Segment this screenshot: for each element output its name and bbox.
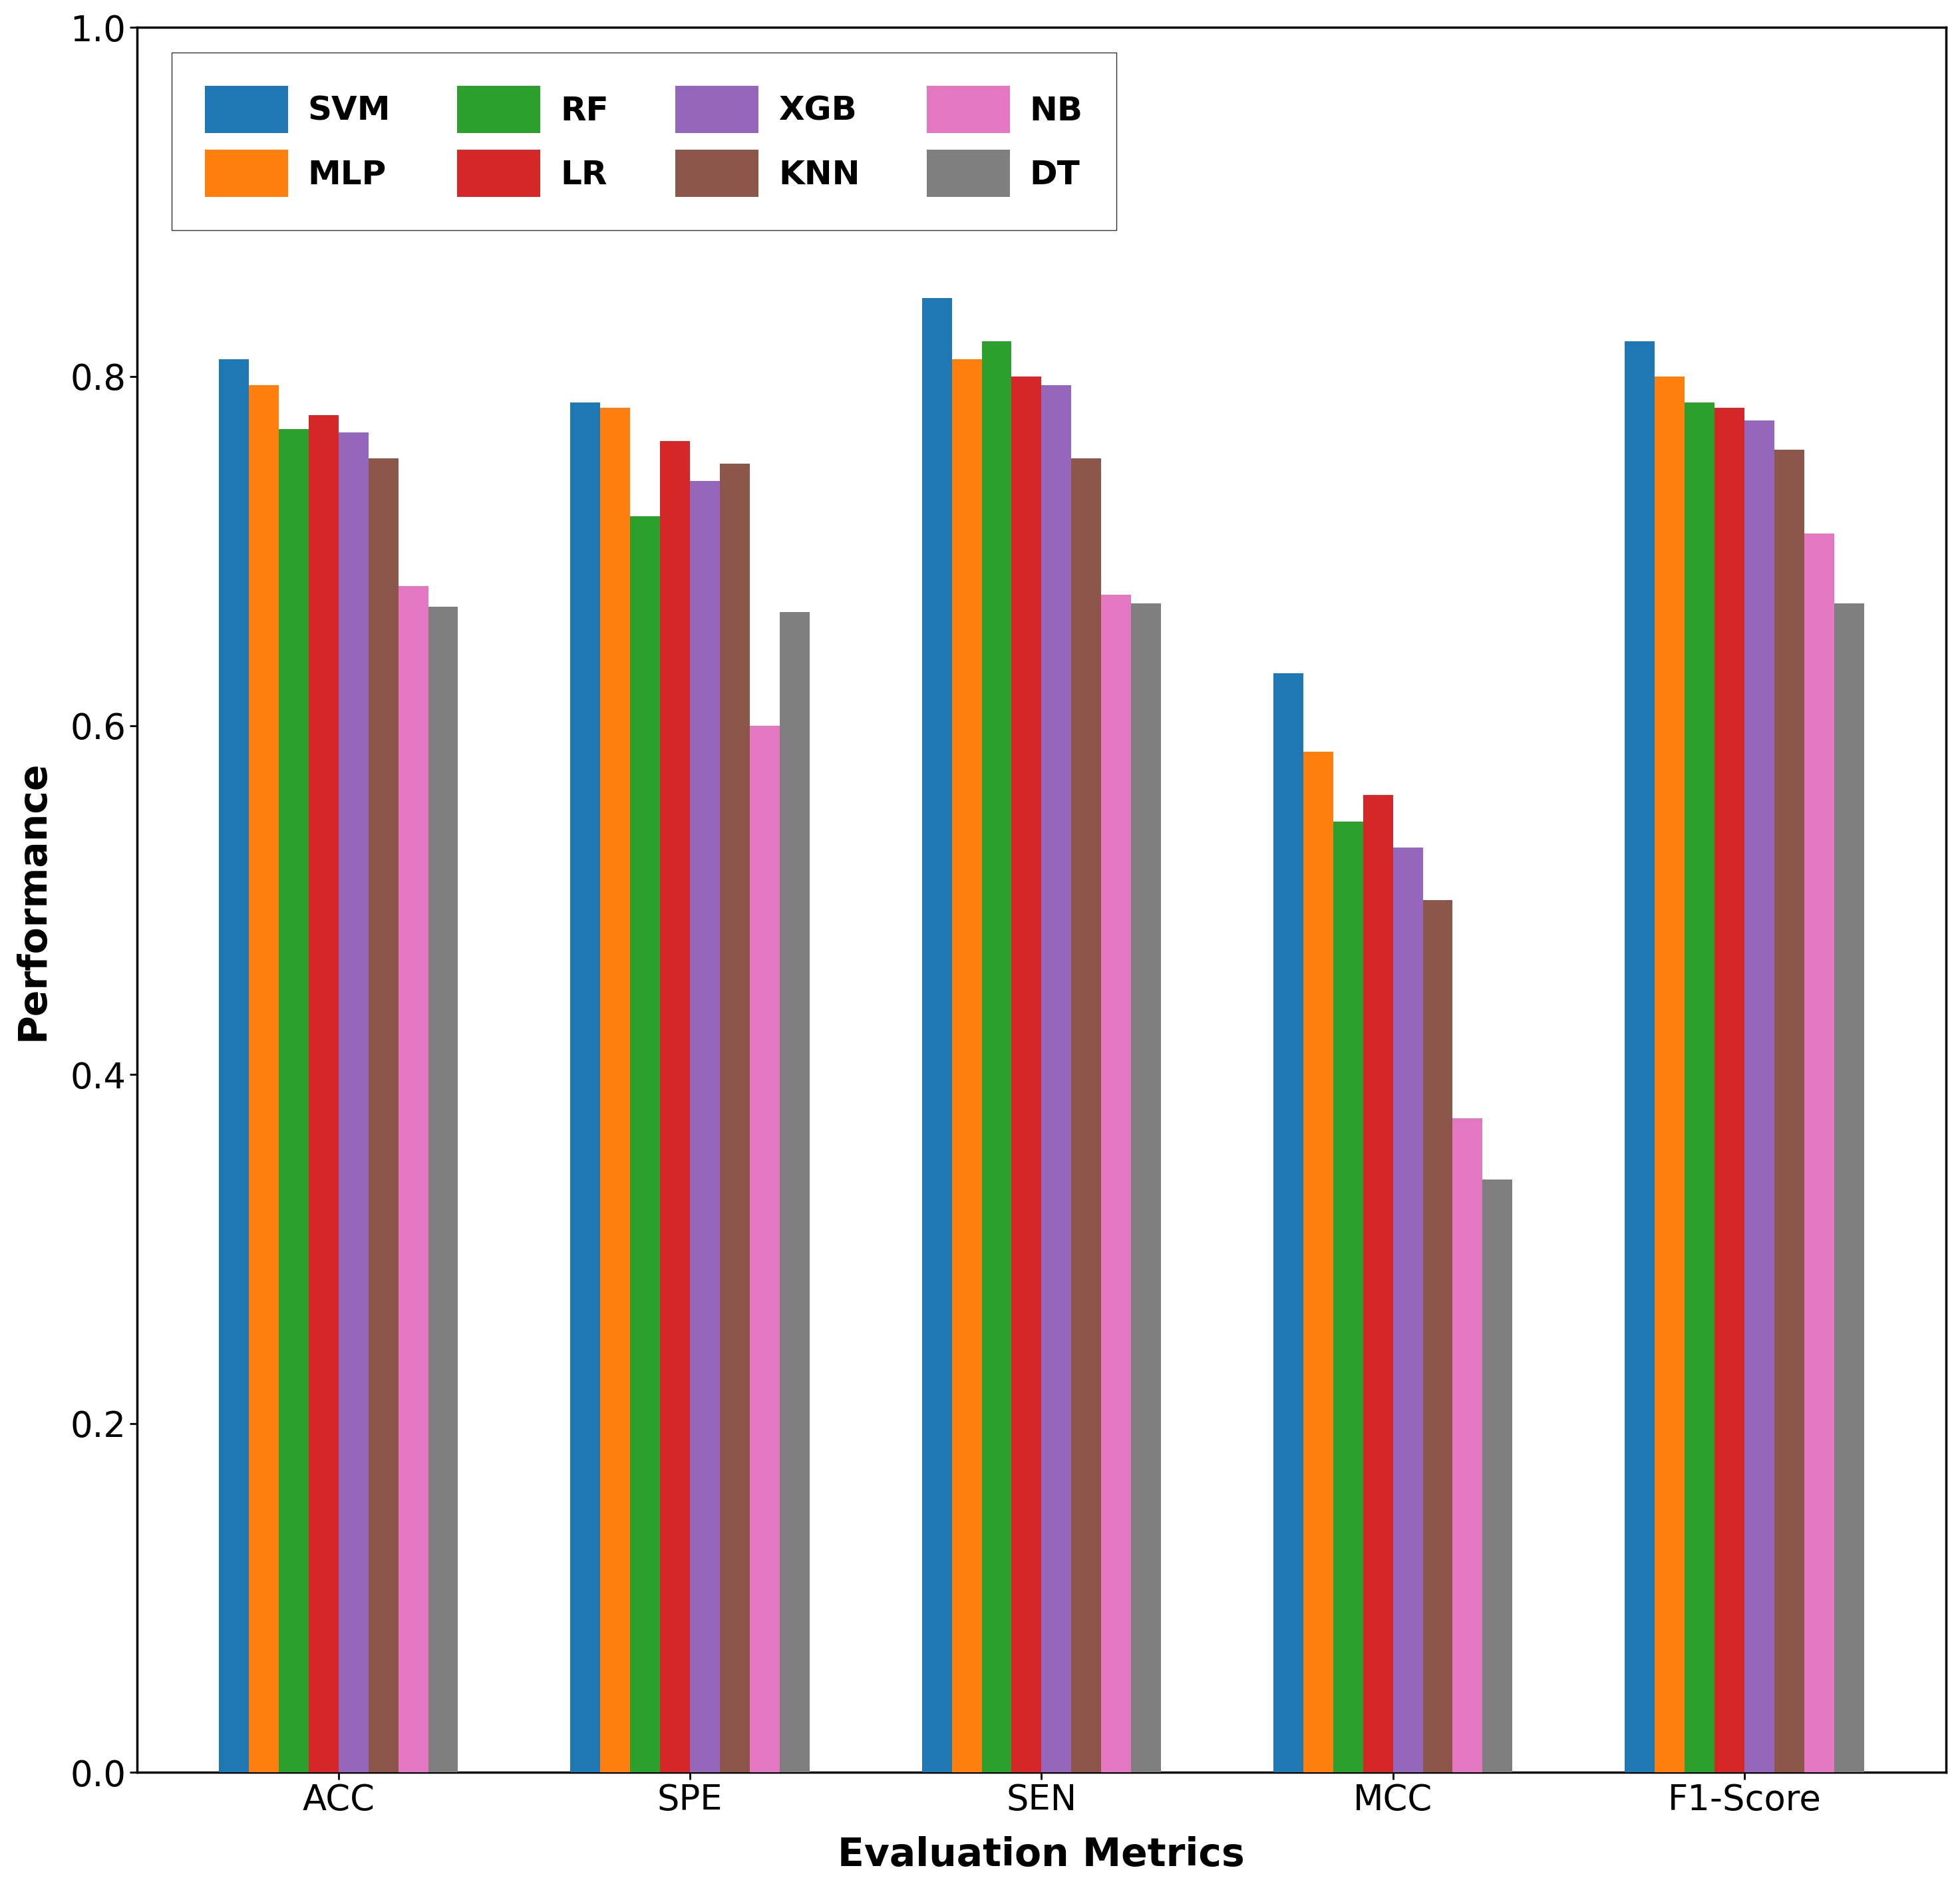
Bar: [1452, 1118, 1482, 1773]
Y-axis label: Performance: Performance: [14, 759, 51, 1040]
Bar: [780, 612, 809, 1773]
Bar: [368, 459, 398, 1773]
Bar: [1394, 848, 1423, 1773]
Bar: [249, 385, 278, 1773]
Bar: [570, 402, 600, 1773]
Bar: [278, 429, 308, 1773]
Bar: [1744, 421, 1774, 1773]
Bar: [339, 432, 368, 1773]
Bar: [921, 298, 953, 1773]
Bar: [1303, 751, 1333, 1773]
Bar: [661, 442, 690, 1773]
Bar: [1333, 821, 1362, 1773]
Bar: [1274, 674, 1303, 1773]
Bar: [982, 342, 1011, 1773]
Bar: [1835, 604, 1864, 1773]
Bar: [1715, 408, 1744, 1773]
Bar: [1041, 385, 1072, 1773]
Bar: [1625, 342, 1654, 1773]
X-axis label: Evaluation Metrics: Evaluation Metrics: [839, 1837, 1245, 1875]
Bar: [751, 725, 780, 1773]
Bar: [631, 515, 661, 1773]
Bar: [220, 359, 249, 1773]
Bar: [1131, 604, 1160, 1773]
Bar: [1362, 795, 1394, 1773]
Bar: [953, 359, 982, 1773]
Bar: [1482, 1180, 1513, 1773]
Bar: [1774, 449, 1803, 1773]
Bar: [398, 585, 427, 1773]
Bar: [308, 415, 339, 1773]
Bar: [690, 481, 719, 1773]
Bar: [719, 464, 751, 1773]
Bar: [1072, 459, 1102, 1773]
Bar: [1803, 534, 1835, 1773]
Bar: [1102, 595, 1131, 1773]
Bar: [427, 606, 459, 1773]
Bar: [1654, 376, 1686, 1773]
Bar: [1423, 901, 1452, 1773]
Bar: [1011, 376, 1041, 1773]
Bar: [1686, 402, 1715, 1773]
Bar: [600, 408, 631, 1773]
Legend: SVM, MLP, RF, LR, XGB, KNN, NB, DT: SVM, MLP, RF, LR, XGB, KNN, NB, DT: [172, 53, 1115, 230]
